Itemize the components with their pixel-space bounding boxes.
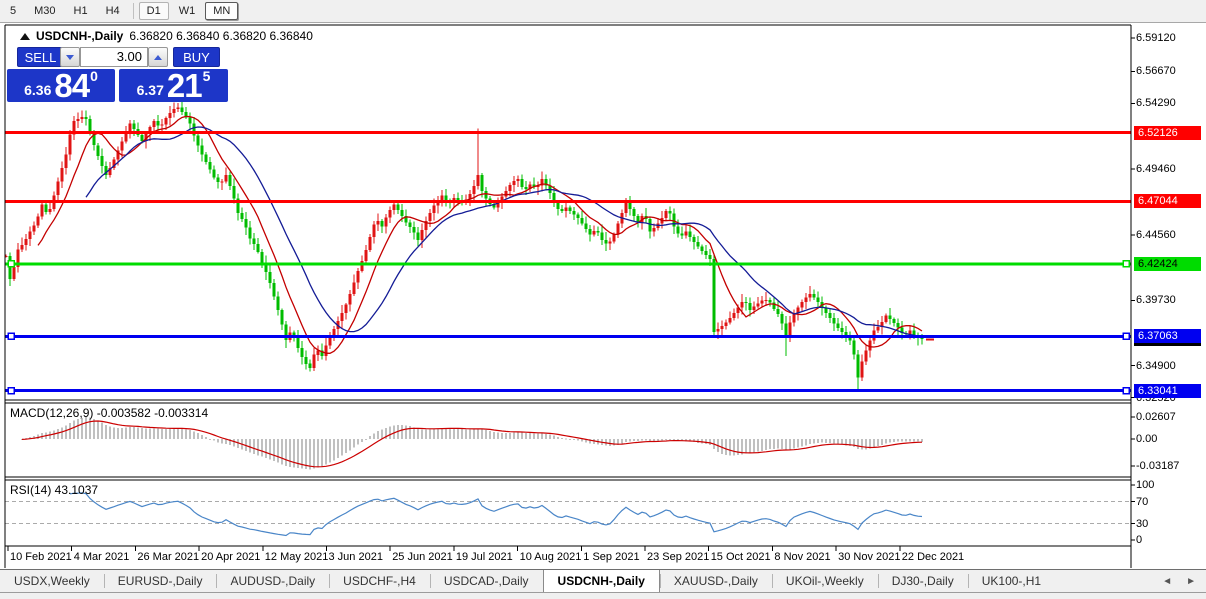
- sell-price-display[interactable]: 6.36 84 0: [7, 69, 115, 102]
- rsi-scale-label: 0: [1136, 534, 1143, 546]
- chart-tab-usdx-weekly[interactable]: USDX,Weekly: [14, 574, 90, 588]
- line-handle-icon[interactable]: [1122, 386, 1130, 395]
- timeframe-button-mn[interactable]: MN: [205, 2, 239, 20]
- candles-layer: [4, 101, 924, 390]
- chart-tab-eurusd-daily[interactable]: EURUSD-,Daily: [103, 570, 217, 592]
- timeframe-button-5[interactable]: 5: [10, 5, 17, 17]
- date-axis-label: 4 Mar 2021: [73, 551, 130, 563]
- rsi-line: [69, 492, 923, 537]
- chart-tab-usdchf-h4[interactable]: USDCHF-,H4: [329, 570, 430, 592]
- date-axis-label: 10 Aug 2021: [519, 551, 582, 563]
- tabs-scroll-right-icon[interactable]: ►: [1186, 575, 1196, 587]
- date-axis-label: 23 Sep 2021: [647, 551, 710, 563]
- level-price-badge-6.42424: 6.42424: [1134, 256, 1201, 271]
- date-axis-label: 1 Sep 2021: [583, 551, 640, 563]
- sell-price-small: 6.36: [24, 82, 52, 98]
- level-price-badge-6.37063: 6.37063: [1134, 329, 1201, 344]
- ma-slow-line: [85, 126, 923, 338]
- status-bar: [0, 592, 1206, 599]
- price-axis-label: 6.44560: [1136, 228, 1176, 241]
- volume-input[interactable]: 3.00: [80, 47, 148, 67]
- toolbar-separator: [132, 3, 134, 19]
- one-click-trade-panel: SELL 3.00 BUY 6.36 84 0 6.37 21 5: [7, 45, 228, 102]
- line-handle-icon[interactable]: [1122, 332, 1130, 341]
- price-axis-label: 6.34900: [1136, 359, 1176, 372]
- sell-price-big: 84: [54, 67, 90, 104]
- chart-caption: USDCNH-,Daily 6.36820 6.36840 6.36820 6.…: [20, 29, 313, 43]
- chart-tab-dj30-daily[interactable]: DJ30-,Daily: [877, 570, 968, 592]
- macd-label: MACD(12,26,9) -0.003582 -0.003314: [10, 406, 209, 420]
- level-price-badge-6.52126: 6.52126: [1134, 125, 1201, 140]
- chart-tab-ukoil-weekly[interactable]: UKOil-,Weekly: [771, 570, 878, 592]
- chart-frame: [4, 24, 1135, 568]
- sell-button[interactable]: SELL: [17, 47, 64, 67]
- date-axis-label: 26 Mar 2021: [137, 551, 200, 563]
- chart-tab-uk100-h1[interactable]: UK100-,H1: [967, 570, 1055, 592]
- buy-price-small: 6.37: [136, 82, 164, 98]
- tabs-scroll-left-icon[interactable]: ◄: [1162, 575, 1173, 587]
- price-axis-label: 6.49460: [1136, 162, 1176, 175]
- line-handle-icon[interactable]: [7, 332, 15, 341]
- rsi-label: RSI(14) 43.1037: [10, 483, 99, 497]
- date-axis-label: 8 Nov 2021: [774, 551, 831, 563]
- line-handle-icon[interactable]: [7, 260, 15, 268]
- ma-fast-line: [37, 115, 923, 354]
- macd-scale-label: 0.00: [1136, 433, 1158, 445]
- rsi-scale-label: 30: [1136, 517, 1149, 530]
- macd-scale-label: 0.02607: [1136, 410, 1176, 423]
- macd-signal-line: [21, 420, 923, 468]
- tab-scroll-controls: ◄ ►: [1162, 570, 1206, 592]
- date-axis-label: 19 Jul 2021: [455, 551, 513, 563]
- sell-price-sup: 0: [90, 68, 98, 84]
- timeframe-button-h1[interactable]: H1: [73, 5, 88, 17]
- buy-price-big: 21: [166, 67, 203, 104]
- date-axis-label: 12 May 2021: [264, 551, 329, 563]
- date-axis-label: 3 Jun 2021: [328, 551, 383, 563]
- up-arrow-icon: [154, 54, 162, 60]
- date-axis-label: 22 Dec 2021: [901, 551, 965, 563]
- volume-decrease-button[interactable]: [60, 47, 80, 67]
- timeframe-button-m30[interactable]: M30: [34, 5, 56, 17]
- macd-scale-label: -0.03187: [1136, 460, 1180, 473]
- date-axis-label: 10 Feb 2021: [10, 551, 72, 563]
- level-price-badge-6.33041: 6.33041: [1134, 383, 1201, 398]
- buy-price-display[interactable]: 6.37 21 5: [119, 69, 228, 102]
- collapse-triangle-icon[interactable]: [20, 32, 30, 40]
- rsi-scale-label: 70: [1136, 495, 1149, 508]
- chart-ohlc-values: 6.36820 6.36840 6.36820 6.36840: [129, 29, 313, 43]
- chart-title: USDCNH-,Daily: [36, 29, 124, 43]
- timeframe-button-h4[interactable]: H4: [105, 5, 120, 17]
- down-arrow-icon: [66, 54, 74, 60]
- rsi-scale-label: 100: [1136, 479, 1155, 491]
- price-axis-label: 6.39730: [1136, 294, 1176, 307]
- chart-tab-usdcnh-daily[interactable]: USDCNH-,Daily: [542, 570, 660, 592]
- date-axis-label: 25 Jun 2021: [392, 551, 453, 563]
- price-axis-label: 6.54290: [1136, 97, 1176, 110]
- date-axis-label: 15 Oct 2021: [710, 551, 771, 563]
- volume-increase-button[interactable]: [148, 47, 168, 67]
- buy-price-sup: 5: [202, 68, 211, 84]
- level-price-badge-6.47044: 6.47044: [1134, 194, 1201, 209]
- buy-button[interactable]: BUY: [173, 47, 220, 67]
- price-axis-label: 6.59120: [1136, 32, 1176, 45]
- line-handle-icon[interactable]: [1122, 260, 1130, 268]
- chart-tab-bar: USDX,Weekly EURUSD-,Daily AUDUSD-,Daily USD…: [0, 569, 1206, 592]
- date-axis-label: 30 Nov 2021: [838, 551, 901, 563]
- chart-tab-xauusd-daily[interactable]: XAUUSD-,Daily: [659, 570, 772, 592]
- chart-tab-usdcad-daily[interactable]: USDCAD-,Daily: [429, 570, 543, 592]
- date-axis-label: 20 Apr 2021: [201, 551, 261, 563]
- timeframe-toolbar: 5 M30 H1 H4 D1 W1 MN: [0, 0, 1206, 23]
- timeframe-button-w1[interactable]: W1: [178, 5, 196, 17]
- line-handle-icon[interactable]: [7, 386, 15, 395]
- chart-tab-audusd-daily[interactable]: AUDUSD-,Daily: [216, 570, 329, 592]
- macd-histogram: [21, 417, 923, 470]
- timeframe-button-d1[interactable]: D1: [138, 2, 169, 20]
- price-axis-label: 6.56670: [1136, 65, 1176, 78]
